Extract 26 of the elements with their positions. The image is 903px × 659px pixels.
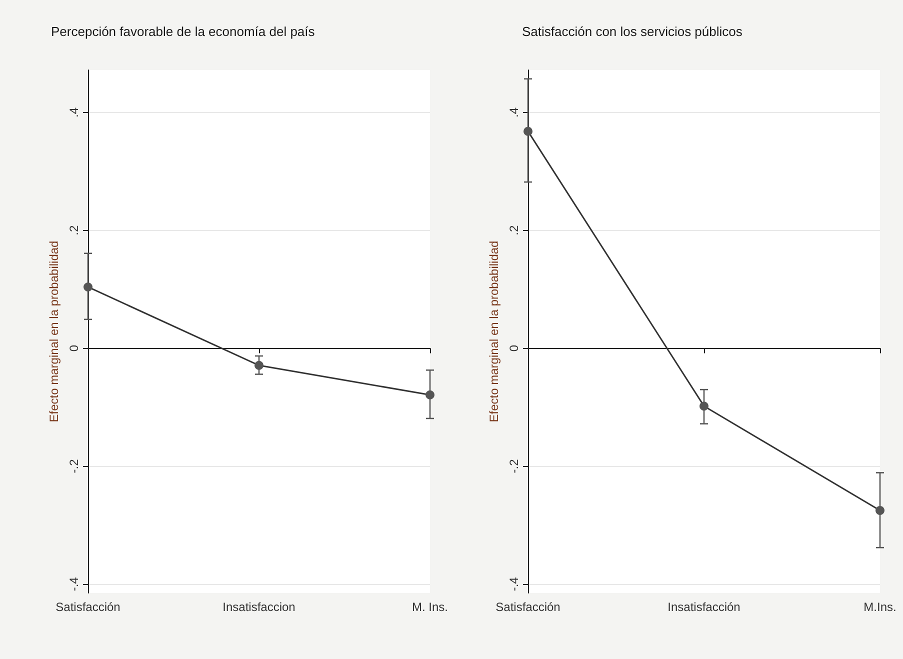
y-tick-label: -.2: [507, 458, 521, 474]
chart-title: Percepción favorable de la economía del país: [51, 24, 316, 39]
chart-title: Satisfacción con los servicios públicos: [522, 24, 743, 39]
x-tick-label: M.Ins.: [864, 600, 896, 614]
y-tick-label: -.4: [67, 576, 81, 592]
y-tick-label: 0: [507, 344, 521, 352]
point: [426, 390, 434, 400]
y-tick-label: .2: [67, 225, 81, 236]
point: [524, 126, 532, 136]
x-tick-label: Insatisfacción: [668, 600, 740, 614]
x-tick-label: Satisfacción: [56, 600, 120, 614]
y-tick-label: -.2: [67, 458, 81, 474]
x-tick-label: Satisfacción: [496, 600, 560, 614]
y-axis-title: Efecto marginal en la probabilidad: [47, 240, 61, 422]
x-tick-label: Insatisfaccion: [222, 600, 296, 614]
y-axis-title: Efecto marginal en la probabilidad: [487, 240, 501, 422]
y-tick-label: .4: [67, 107, 81, 118]
y-tick-label: .2: [507, 225, 521, 236]
y-tick-label: -.4: [507, 576, 521, 592]
point: [254, 360, 264, 370]
y-tick-label: 0: [67, 344, 81, 352]
point: [876, 506, 884, 515]
x-tick-label: M. Ins.: [412, 600, 448, 614]
point: [84, 282, 92, 292]
y-tick-label: .4: [507, 107, 521, 118]
point: [700, 402, 708, 411]
